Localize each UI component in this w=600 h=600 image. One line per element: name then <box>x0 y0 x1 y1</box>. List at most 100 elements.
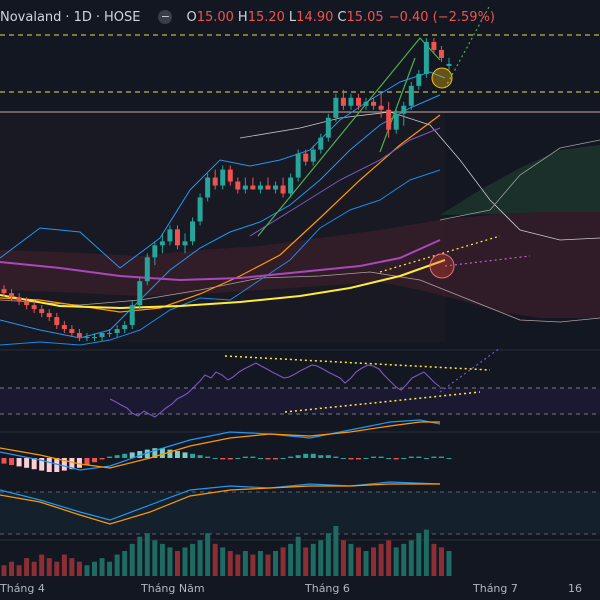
volume-bar <box>431 543 437 576</box>
volume-bar <box>333 526 339 576</box>
rsi-band <box>0 388 600 414</box>
macd-histogram-bar <box>84 458 90 465</box>
projection-line <box>444 255 531 267</box>
rsi-trend-line <box>224 355 491 371</box>
candle-body <box>273 185 279 190</box>
close-label: C <box>337 9 347 25</box>
volume-bar <box>24 558 30 576</box>
volume-bar <box>288 543 294 576</box>
open-value: 15.00 <box>196 9 234 25</box>
candle-body <box>386 109 392 130</box>
macd-histogram-bar <box>107 456 113 458</box>
volume-bar <box>182 547 188 576</box>
exchange-label: HOSE <box>103 9 141 25</box>
cloud-span-line <box>239 111 600 241</box>
candle-body <box>355 97 361 106</box>
symbol-name[interactable]: Novaland <box>0 9 62 25</box>
volume-bar <box>205 533 211 576</box>
separator: · <box>95 9 100 25</box>
rsi-pane <box>109 347 501 418</box>
candle-body <box>129 305 135 326</box>
macd-histogram-bar <box>423 458 429 459</box>
candle-body <box>235 181 241 190</box>
volume-bar <box>295 536 301 576</box>
macd-histogram-bar <box>220 458 226 460</box>
volume-bar <box>408 540 414 576</box>
volume-bar <box>144 533 150 576</box>
range-box <box>0 112 445 342</box>
macd-histogram-bar <box>16 458 22 467</box>
volume-bar <box>69 558 75 576</box>
x-tick-label: Tháng 4 <box>0 582 45 595</box>
candle-body <box>197 197 203 222</box>
volume-bar <box>438 547 444 576</box>
candle-body <box>99 333 105 338</box>
trend-line <box>379 57 416 153</box>
candle-body <box>250 185 256 190</box>
open-label: O <box>186 9 197 25</box>
candle-body <box>61 325 67 330</box>
macd-histogram-bar <box>348 458 354 460</box>
candle-body <box>190 221 196 242</box>
macd-band <box>0 492 600 534</box>
candle-body <box>288 177 294 194</box>
volume-bar <box>220 547 226 576</box>
minus-circle-icon[interactable]: − <box>158 10 173 24</box>
close-value: 15.05 <box>346 9 384 25</box>
cloud-red-area <box>0 212 600 318</box>
macd-histogram-bar <box>386 458 392 459</box>
macd-histogram-bar <box>227 458 233 460</box>
volume-bar <box>152 540 158 576</box>
macd-histogram-bar <box>129 452 135 458</box>
macd-histogram-bar <box>31 458 37 470</box>
macd-histogram-bar <box>182 452 188 458</box>
candle-body <box>393 113 399 130</box>
rsi-projection <box>439 347 501 393</box>
macd-histogram-bar <box>54 458 60 472</box>
macd-histogram-bar <box>431 456 437 458</box>
macd-histogram-bar <box>257 458 263 459</box>
candlestick-series[interactable] <box>1 38 452 342</box>
candle-body <box>295 153 301 178</box>
macd-histogram-bar <box>310 453 316 458</box>
macd-histogram-bar <box>318 455 324 458</box>
ichimoku-cloud <box>0 111 600 323</box>
volume-bar <box>61 554 67 576</box>
volume-bar <box>280 547 286 576</box>
candle-body <box>408 85 414 106</box>
candle-body <box>378 105 384 110</box>
candle-body <box>122 325 128 330</box>
candle-body <box>310 149 316 162</box>
macd-histogram-bar <box>295 455 301 458</box>
ma-yellow <box>0 259 446 310</box>
macd-histogram-bar <box>371 456 377 458</box>
volume-bar <box>114 554 120 576</box>
macd-histogram-bar <box>303 453 309 458</box>
volume-bar <box>363 551 369 576</box>
volume-bar <box>325 533 331 576</box>
macd-histogram-bar <box>144 449 150 458</box>
volume-bar <box>31 561 37 576</box>
candle-body <box>167 229 173 242</box>
bollinger-upper <box>0 71 446 269</box>
volume-pane <box>1 526 452 576</box>
candle-body <box>340 97 346 106</box>
interval-label[interactable]: 1D <box>73 9 92 25</box>
volume-bar <box>265 554 271 576</box>
volume-bar <box>174 551 180 576</box>
macd-histogram-bar <box>114 455 120 458</box>
x-tick-label: 16 <box>568 582 582 595</box>
macd-histogram-bar <box>355 458 361 460</box>
macd-signal <box>0 421 440 469</box>
macd-histogram-bar <box>393 458 399 460</box>
candle-body <box>227 169 233 182</box>
x-tick-label: Tháng Năm <box>140 582 205 595</box>
volume-bar <box>167 547 173 576</box>
volume-bar <box>273 551 279 576</box>
volume-bar <box>212 543 218 576</box>
bollinger-basis <box>0 94 441 339</box>
candle-body <box>24 301 30 306</box>
macd-histogram-bar <box>446 458 452 459</box>
macd-histogram-bar <box>159 448 165 458</box>
